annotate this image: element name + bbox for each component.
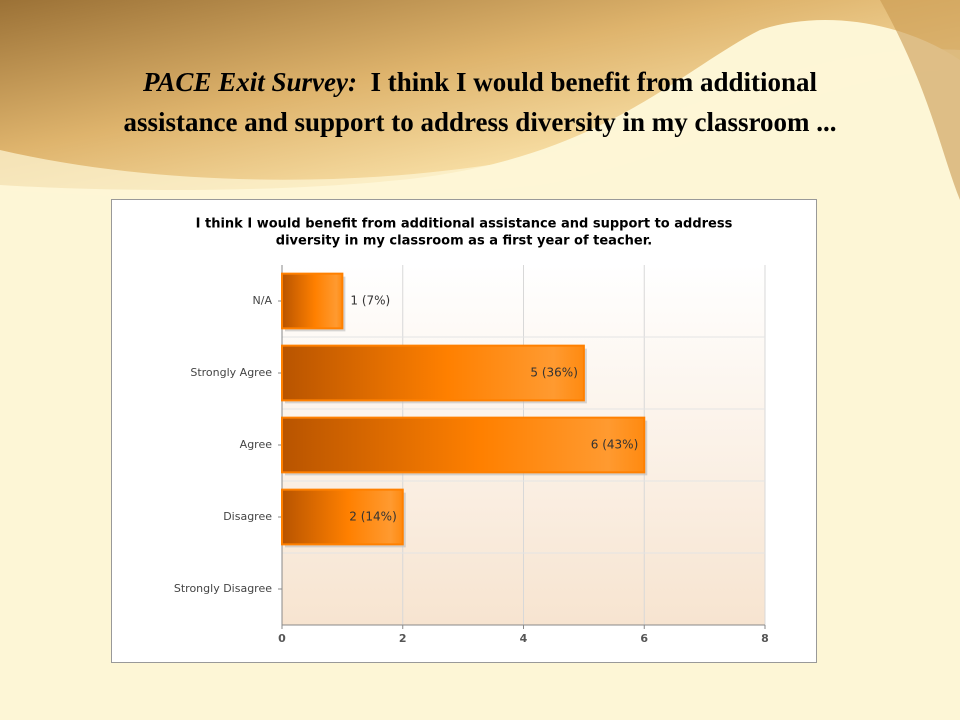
- corner-swoosh: [880, 0, 960, 200]
- bar: [281, 488, 404, 546]
- chart-title: diversity in my classroom as a first yea…: [276, 234, 652, 249]
- x-tick-label: 4: [520, 632, 528, 645]
- chart: I think I would benefit from additional …: [111, 199, 817, 663]
- slide-decoration: [0, 0, 960, 200]
- title-line: PACE Exit Survey: I think I would benefi…: [0, 62, 960, 102]
- x-tick-label: 0: [278, 632, 286, 645]
- bar: [281, 344, 585, 402]
- bar: [281, 272, 344, 330]
- value-label: 5 (36%): [530, 366, 577, 380]
- value-label: 1 (7%): [350, 294, 390, 308]
- title-text: I think I would benefit from additional: [370, 67, 818, 97]
- value-label: 6 (43%): [591, 438, 638, 452]
- light-swoosh: [0, 49, 960, 199]
- title-line: assistance and support to address divers…: [123, 107, 837, 137]
- gold-swoosh: [0, 0, 960, 190]
- y-tick-label: N/A: [253, 294, 273, 307]
- chart-title: I think I would benefit from additional …: [196, 217, 733, 232]
- y-tick-label: Strongly Disagree: [174, 582, 272, 595]
- value-label: 2 (14%): [349, 510, 396, 524]
- x-tick-label: 6: [640, 632, 648, 645]
- x-tick-label: 8: [761, 632, 769, 645]
- slide-title: PACE Exit Survey: I think I would benefi…: [0, 62, 960, 142]
- title-lead: PACE Exit Survey:: [142, 67, 357, 97]
- y-tick-label: Agree: [240, 438, 273, 451]
- x-tick-label: 2: [399, 632, 407, 645]
- y-tick-label: Disagree: [223, 510, 272, 523]
- bar: [281, 416, 646, 474]
- y-tick-label: Strongly Agree: [190, 366, 272, 379]
